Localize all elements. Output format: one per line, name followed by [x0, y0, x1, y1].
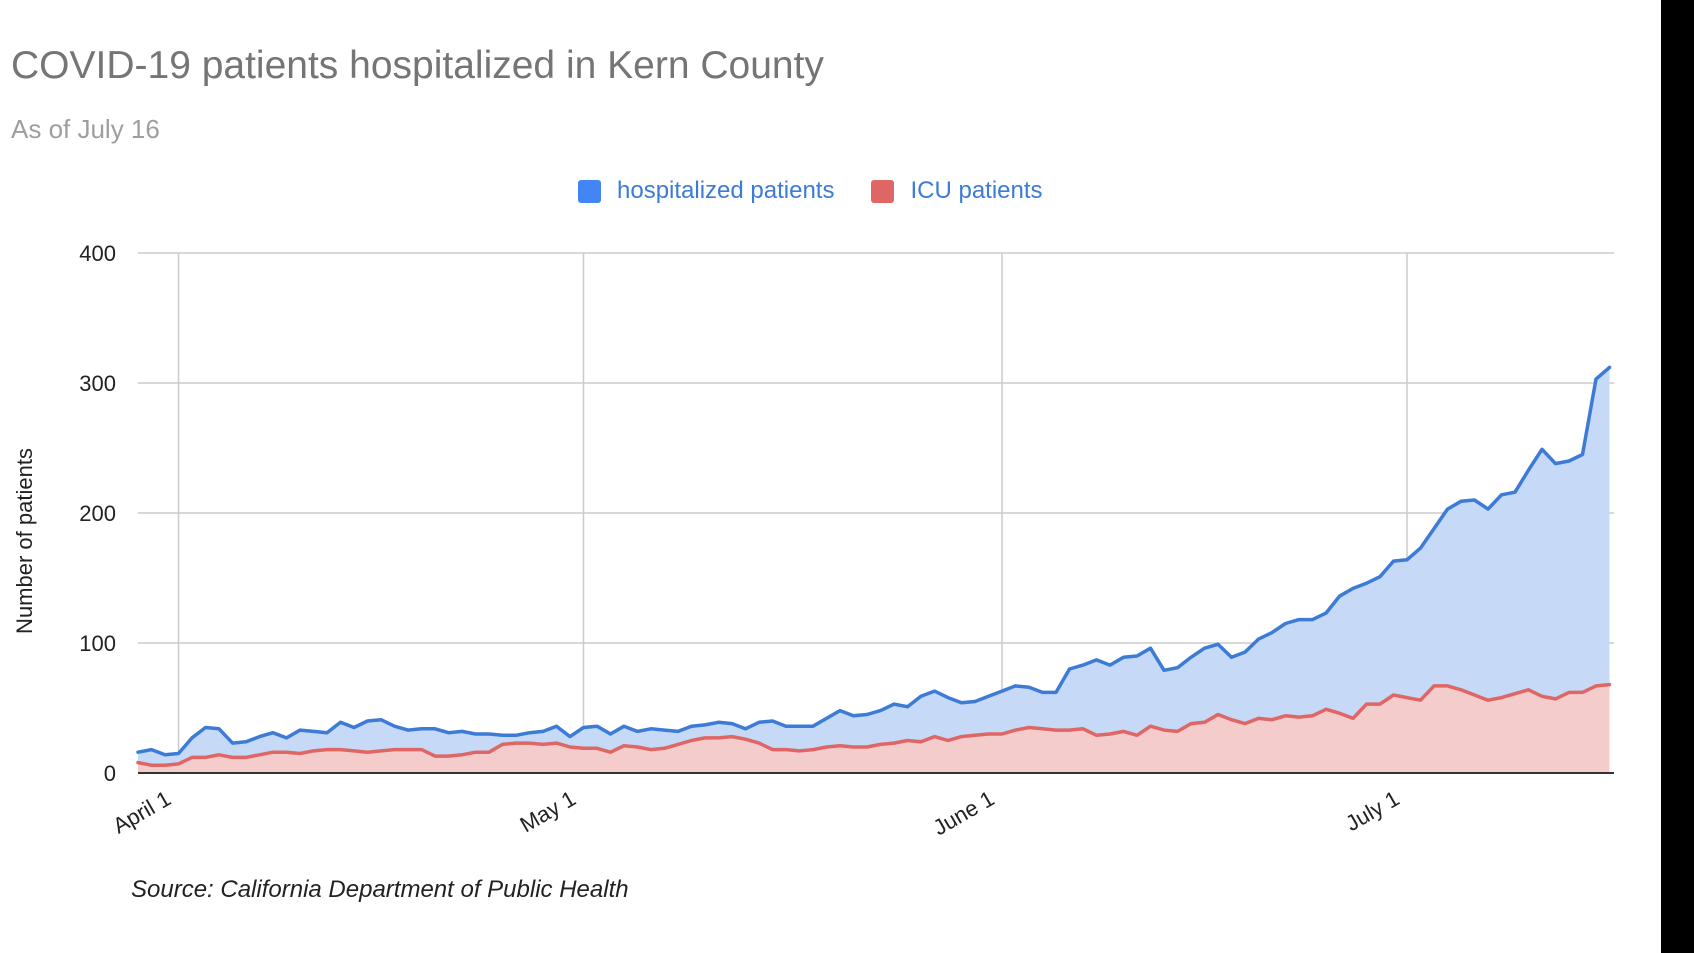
legend-label-hospitalized: hospitalized patients — [617, 177, 835, 204]
area-hospitalized — [138, 367, 1610, 773]
area-icu — [138, 684, 1610, 773]
source-note: Source: California Department of Public … — [131, 876, 629, 903]
x-tick-label: July 1 — [1341, 786, 1403, 836]
x-tick-label: April 1 — [108, 786, 175, 839]
legend-label-icu: ICU patients — [910, 177, 1043, 204]
x-tick-label: May 1 — [516, 786, 580, 838]
line-icu — [136, 682, 1612, 767]
y-tick-label: 300 — [79, 371, 116, 396]
y-tick-label: 0 — [104, 761, 116, 786]
y-tick-label: 200 — [79, 501, 116, 526]
line-hospitalized — [136, 365, 1612, 757]
chart-subtitle: As of July 16 — [11, 114, 160, 144]
y-tick-label: 400 — [79, 241, 116, 266]
legend: hospitalized patients ICU patients — [578, 177, 1080, 205]
legend-swatch-icu — [871, 179, 895, 203]
y-tick-label: 100 — [79, 631, 116, 656]
series-areas — [136, 365, 1612, 773]
x-tick-label: June 1 — [929, 786, 999, 841]
right-edge-bar — [1661, 0, 1694, 953]
chart-title: COVID-19 patients hospitalized in Kern C… — [11, 44, 824, 87]
legend-item-hospitalized: hospitalized patients — [578, 177, 834, 205]
legend-item-icu: ICU patients — [871, 177, 1043, 205]
legend-swatch-hospitalized — [578, 179, 601, 203]
